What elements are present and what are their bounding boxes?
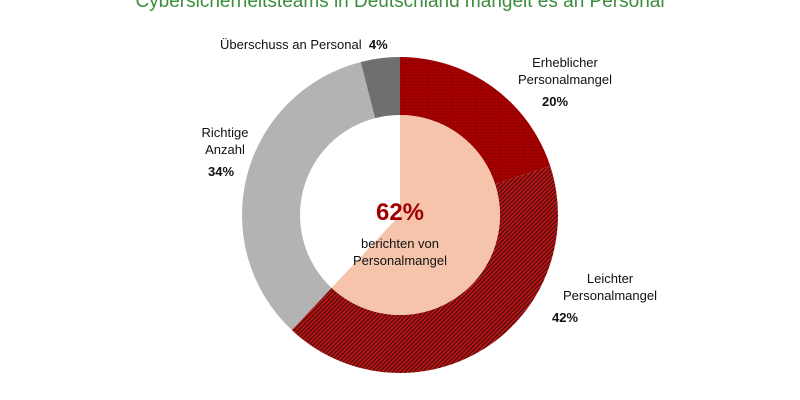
data-label: 42% bbox=[551, 310, 579, 325]
label-richtig: Richtige Anzahl 34% bbox=[180, 124, 270, 180]
chart-title: Cybersicherheitsteams in Deutschland man… bbox=[135, 0, 665, 12]
donut-segment-0 bbox=[400, 57, 551, 185]
label-erheblich: Erheblicher Personalmangel 20% bbox=[500, 54, 630, 110]
center-value: 62% bbox=[375, 199, 425, 226]
label-ueberschuss: Überschuss an Personal 4% bbox=[220, 36, 388, 53]
center-highlight-wedge bbox=[331, 115, 501, 315]
data-label: 4% bbox=[368, 37, 388, 52]
center-text: berichten von Personalmangel bbox=[300, 235, 500, 269]
center-text-line2: Personalmangel bbox=[353, 253, 447, 268]
category-name: Erheblicher Personalmangel bbox=[518, 55, 612, 87]
category-name: Leichter Personalmangel bbox=[563, 271, 657, 303]
donut-segment-1 bbox=[291, 166, 558, 373]
donut-segment-2 bbox=[242, 61, 376, 331]
donut-segment-3 bbox=[360, 57, 400, 119]
label-leicht: Leichter Personalmangel 42% bbox=[540, 270, 680, 326]
data-label: 34% bbox=[207, 164, 235, 179]
category-name: Überschuss an Personal bbox=[220, 37, 362, 52]
data-label: 20% bbox=[541, 94, 569, 109]
center-text-line1: berichten von bbox=[360, 236, 440, 251]
category-name: Richtige Anzahl bbox=[201, 125, 249, 157]
